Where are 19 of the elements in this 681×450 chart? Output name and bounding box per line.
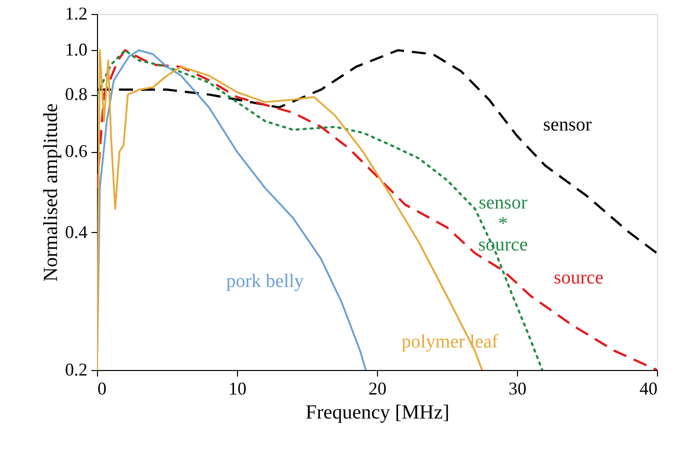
- y-tick-label: 1.0: [65, 40, 88, 60]
- series-label: polymer leaf: [402, 332, 499, 353]
- y-tick-label: 0.8: [65, 84, 88, 104]
- line-series: [97, 49, 367, 370]
- x-tick-label: 40: [640, 378, 658, 398]
- y-tick-label: 1.2: [65, 4, 88, 24]
- y-tick-label: 0.6: [65, 141, 88, 162]
- x-axis-title: Frequency [MHz]: [306, 402, 450, 424]
- x-tick-label: 30: [508, 378, 526, 398]
- series-label: sensor * source: [478, 192, 528, 256]
- series-label: source: [554, 267, 604, 288]
- y-axis-title: Normalised amplitude: [40, 103, 62, 282]
- y-tick-label: 0.2: [65, 360, 88, 380]
- x-tick-label: 0: [98, 378, 106, 398]
- x-tick-label: 10: [228, 378, 246, 398]
- x-tick-label: 20: [368, 378, 386, 398]
- y-tick-label: 0.4: [65, 222, 88, 242]
- series-label: pork belly: [226, 271, 304, 292]
- series-label: sensor: [543, 114, 592, 136]
